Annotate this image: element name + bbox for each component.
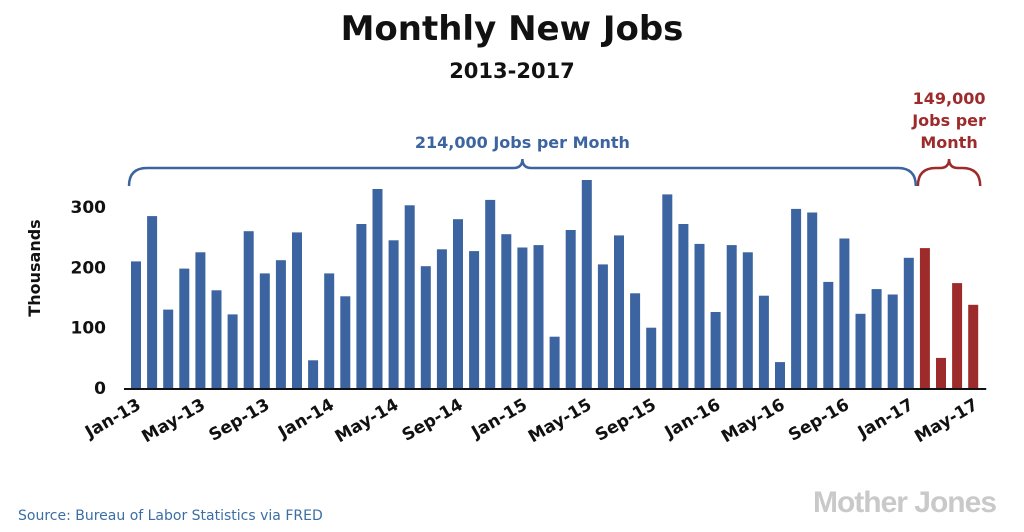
annotation-brace	[916, 158, 982, 187]
bar-sep-13	[259, 273, 270, 388]
bar-aug-14	[436, 249, 447, 388]
x-tick-label: Sep-15	[592, 395, 660, 446]
bar-dec-16	[887, 294, 898, 388]
chart-subtitle: 2013-2017	[449, 59, 575, 83]
bar-sep-14	[453, 219, 463, 388]
bar-mar-14	[356, 224, 367, 388]
x-tick-label: May-16	[718, 395, 788, 447]
annotation-brace	[127, 158, 918, 187]
bar-feb-16	[726, 245, 737, 388]
bar-feb-13	[147, 216, 158, 388]
bar-apr-16	[758, 295, 769, 388]
bar-apr-13	[179, 268, 190, 388]
bar-aug-13	[243, 231, 254, 388]
x-tick-label: Sep-13	[206, 395, 274, 446]
bar-may-17	[968, 304, 979, 388]
y-tick-label: 300	[71, 198, 107, 218]
bar-may-15	[581, 180, 592, 388]
x-tick-label: May-17	[911, 395, 981, 447]
bar-dec-14	[501, 234, 512, 388]
y-axis-label: Thousands	[25, 219, 44, 316]
bar-dec-13	[308, 360, 319, 388]
bar-oct-15	[662, 194, 673, 388]
x-tick-label: Sep-14	[399, 395, 467, 446]
x-tick-label: Jan-17	[854, 395, 917, 443]
annotation-label: 214,000 Jobs per Month	[415, 133, 630, 152]
chart-title: Monthly New Jobs	[341, 9, 684, 49]
y-tick-label: 200	[71, 258, 107, 278]
bar-may-14	[388, 240, 399, 388]
bar-jan-16	[710, 312, 721, 388]
bar-jul-13	[227, 314, 238, 388]
bar-jun-16	[791, 208, 802, 388]
bar-apr-14	[372, 189, 383, 388]
bar-aug-16	[823, 281, 834, 388]
bar-jun-13	[211, 290, 222, 388]
x-tick-label: May-14	[332, 395, 402, 447]
bar-dec-15	[694, 243, 705, 388]
bar-feb-14	[340, 296, 351, 388]
bar-nov-16	[871, 289, 882, 388]
bar-may-13	[195, 252, 206, 388]
x-tick-label: May-13	[139, 395, 209, 447]
bar-oct-16	[855, 313, 866, 388]
x-tick-label: Jan-13	[81, 395, 144, 443]
bar-nov-13	[292, 232, 302, 388]
y-ticks: 0 100 200 300	[71, 198, 107, 399]
bar-may-16	[775, 362, 785, 388]
bar-mar-13	[163, 309, 174, 388]
x-tick-label: May-15	[525, 395, 595, 447]
bar-jan-13	[131, 261, 141, 388]
bar-jul-14	[420, 266, 431, 388]
bar-sep-16	[839, 238, 850, 388]
bar-mar-16	[742, 252, 753, 388]
bars	[131, 180, 979, 388]
annotation-label: 149,000 Jobs per Month	[911, 89, 986, 152]
bar-nov-14	[485, 199, 496, 388]
bar-oct-13	[275, 260, 286, 388]
y-tick-label: 0	[94, 379, 106, 399]
x-tick-label: Jan-16	[661, 395, 724, 443]
bar-jun-14	[404, 205, 415, 388]
bar-nov-15	[678, 224, 689, 388]
bar-mar-17	[936, 357, 946, 388]
bar-jun-15	[597, 264, 608, 388]
bar-jul-15	[614, 235, 624, 388]
bar-feb-15	[533, 245, 544, 388]
x-tick-label: Jan-14	[274, 395, 338, 443]
source-note: Source: Bureau of Labor Statistics via F…	[18, 508, 323, 524]
bar-sep-15	[646, 327, 657, 388]
x-tick-label: Jan-15	[468, 395, 531, 443]
annotations: 214,000 Jobs per Month 149,000 Jobs per Mon…	[127, 89, 986, 187]
bar-apr-17	[952, 283, 963, 388]
bar-jan-17	[903, 257, 914, 388]
y-tick-label: 100	[71, 319, 107, 339]
bar-apr-15	[565, 230, 576, 388]
bar-jul-16	[807, 212, 818, 388]
bar-mar-15	[549, 336, 560, 388]
bar-jan-14	[324, 273, 335, 388]
bar-jan-15	[517, 247, 528, 388]
bar-oct-14	[469, 251, 480, 388]
bar-aug-15	[630, 293, 641, 388]
brand-logo: Mother Jones	[813, 486, 996, 519]
bar-feb-17	[919, 248, 930, 388]
x-tick-label: Sep-16	[785, 395, 853, 446]
